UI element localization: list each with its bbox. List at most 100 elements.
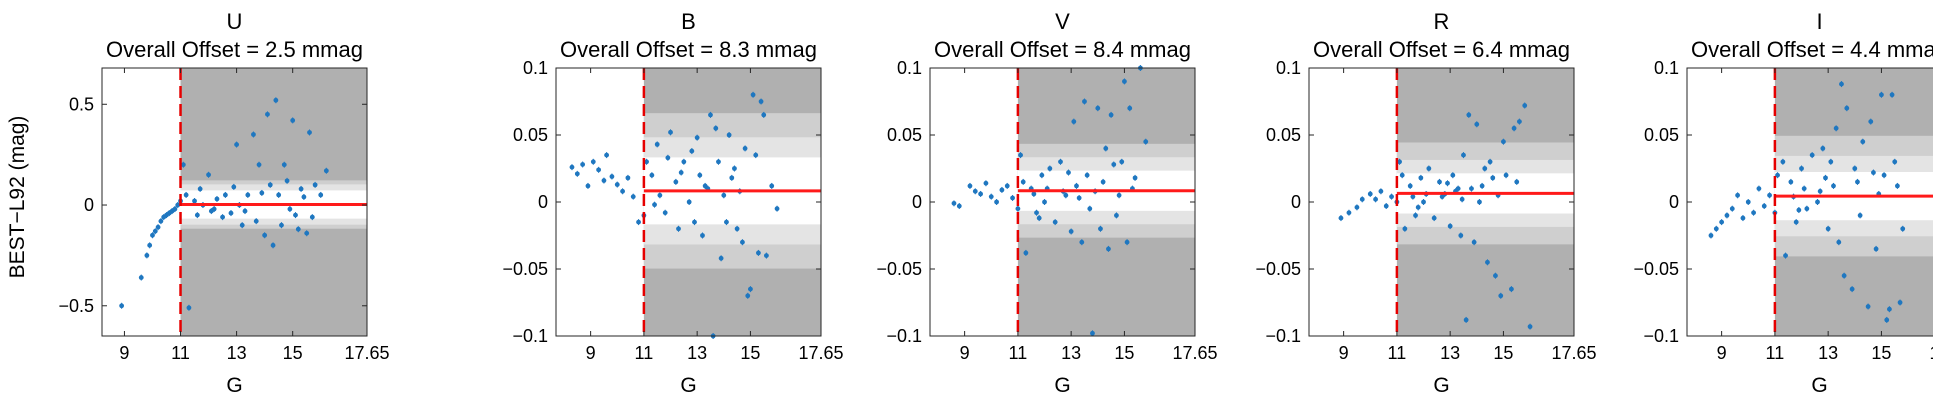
- data-point: [1514, 179, 1520, 185]
- data-point: [175, 202, 181, 208]
- data-point: [1447, 223, 1453, 229]
- y-tick-label: 0.1: [1654, 58, 1679, 78]
- data-point: [1108, 112, 1114, 118]
- data-point: [1501, 139, 1506, 145]
- data-point: [1801, 186, 1807, 192]
- data-point: [1431, 215, 1437, 221]
- x-tick-label: 13: [1440, 343, 1460, 363]
- data-point: [742, 146, 748, 151]
- data-point: [1132, 175, 1138, 181]
- y-tick-label: 0.05: [1644, 125, 1679, 145]
- x-tick-label: 9: [960, 343, 970, 363]
- data-point: [1459, 196, 1465, 202]
- data-point: [304, 230, 310, 236]
- x-tick-label: 9: [119, 343, 129, 363]
- data-point: [152, 228, 158, 234]
- data-point: [1493, 273, 1498, 279]
- data-point: [625, 175, 631, 181]
- data-point: [713, 125, 719, 131]
- data-point: [1892, 159, 1898, 165]
- data-point: [158, 218, 164, 224]
- data-point: [144, 252, 150, 258]
- data-point: [748, 286, 753, 292]
- data-point: [1071, 119, 1077, 124]
- data-point: [1354, 204, 1360, 210]
- y-tick-label: 0: [912, 192, 922, 212]
- data-point: [1066, 170, 1071, 175]
- data-point: [293, 212, 298, 218]
- data-point: [1346, 210, 1352, 216]
- data-point: [724, 219, 729, 225]
- y-tick-label: 0: [84, 195, 94, 215]
- data-point: [1018, 152, 1023, 158]
- y-tick-label: 0: [1669, 192, 1679, 212]
- data-point: [1751, 210, 1756, 216]
- data-point: [1373, 196, 1378, 202]
- data-point: [1058, 159, 1063, 165]
- data-point: [657, 192, 663, 198]
- data-point: [194, 212, 200, 218]
- data-point: [147, 242, 153, 248]
- panel-r: 9 11 13 15 17.65 −0.1 −0.05 0 0.05 0.1 R Overall Of…: [1255, 9, 1596, 397]
- data-point: [180, 162, 186, 168]
- data-point: [1114, 213, 1119, 218]
- data-point: [1402, 226, 1408, 232]
- data-point: [1020, 179, 1026, 185]
- data-point: [295, 226, 301, 232]
- data-point: [708, 112, 713, 118]
- x-axis-label: G: [1054, 374, 1070, 397]
- data-point: [1378, 188, 1384, 194]
- data-point: [769, 183, 775, 189]
- data-point: [242, 208, 248, 214]
- data-point: [1895, 183, 1900, 189]
- data-point: [1116, 192, 1122, 198]
- x-axis-label: G: [1433, 374, 1449, 397]
- data-point: [644, 159, 649, 165]
- panel-title: R: [1434, 9, 1450, 34]
- data-point: [686, 199, 692, 205]
- data-point: [721, 192, 727, 198]
- data-point: [1399, 172, 1405, 178]
- data-point: [630, 194, 636, 200]
- data-point: [1708, 233, 1714, 238]
- data-point: [1788, 179, 1794, 185]
- x-tick-label: 11: [1766, 343, 1785, 363]
- data-point: [281, 162, 287, 168]
- data-point: [1098, 226, 1103, 232]
- data-point: [1793, 219, 1799, 225]
- data-point: [1122, 79, 1127, 84]
- panel-v: 9 11 13 15 17.65 −0.1 −0.05 0 0.05 0.1 V Overall Of…: [876, 9, 1217, 397]
- y-tick-label: −0.1: [1265, 326, 1301, 346]
- data-point: [1082, 99, 1087, 104]
- data-point: [1729, 206, 1735, 212]
- y-tick-label: 0: [1291, 192, 1301, 212]
- x-tick-label: 9: [586, 343, 596, 363]
- y-tick-label: 0.1: [897, 58, 922, 78]
- data-point: [649, 172, 655, 178]
- data-point: [654, 141, 660, 147]
- x-tick-label: 17.65: [1929, 343, 1933, 363]
- data-point: [1740, 215, 1746, 221]
- data-point: [732, 166, 737, 171]
- data-point: [1823, 175, 1828, 181]
- data-point: [1509, 286, 1514, 292]
- data-point: [290, 117, 296, 123]
- data-point: [150, 232, 155, 238]
- data-point: [1338, 215, 1344, 221]
- data-point: [245, 192, 251, 198]
- panel-i: 9 11 13 15 17.65 −0.1 −0.05 0 0.05 0.1 I Overall Of…: [1633, 9, 1933, 397]
- data-point: [1074, 183, 1079, 189]
- data-point: [1868, 119, 1874, 124]
- data-point: [1719, 219, 1725, 225]
- panel-title: I: [1816, 9, 1822, 34]
- data-point: [1855, 179, 1860, 185]
- data-point: [1068, 229, 1074, 234]
- y-tick-label: −0.05: [1633, 259, 1679, 279]
- panel-title: V: [1055, 9, 1070, 34]
- data-point: [574, 171, 580, 177]
- data-point: [609, 174, 615, 179]
- data-point: [1461, 152, 1466, 158]
- y-tick-label: 0.05: [887, 125, 922, 145]
- data-point: [726, 132, 732, 138]
